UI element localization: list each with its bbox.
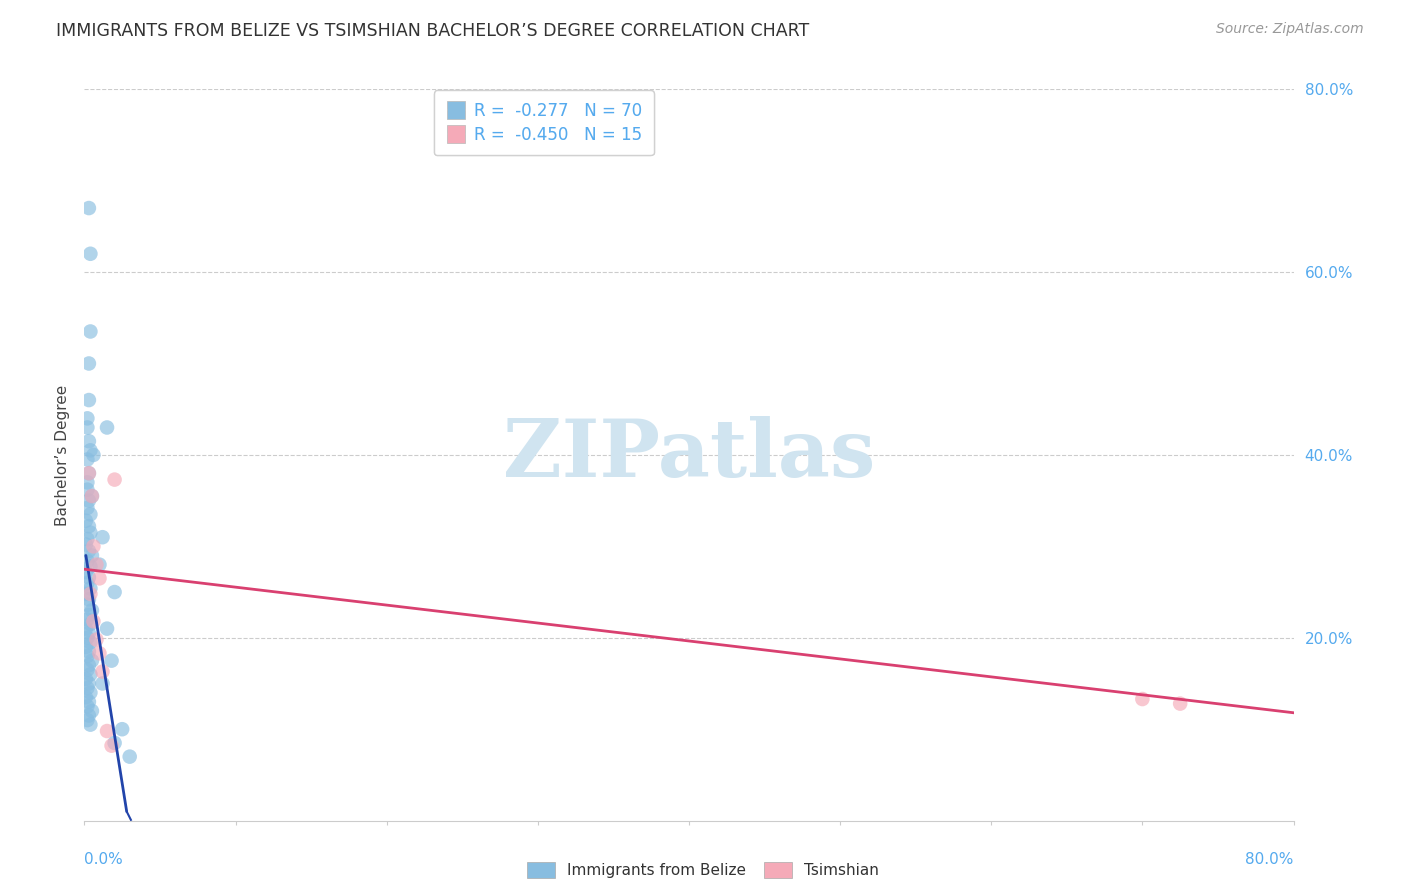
Y-axis label: Bachelor’s Degree: Bachelor’s Degree	[55, 384, 70, 525]
Point	[96, 724, 118, 739]
Point	[100, 654, 122, 668]
Point	[79, 717, 101, 731]
Point	[77, 708, 100, 723]
Point	[76, 500, 98, 515]
Point	[76, 649, 98, 664]
Text: 80.0%: 80.0%	[1246, 852, 1294, 867]
Point	[111, 723, 134, 737]
Point	[76, 420, 98, 434]
Point	[104, 585, 127, 599]
Legend: R =  -0.277   N = 70, R =  -0.450   N = 15: R = -0.277 N = 70, R = -0.450 N = 15	[434, 90, 654, 155]
Point	[82, 448, 104, 462]
Point	[80, 549, 103, 563]
Point	[76, 576, 98, 591]
Point	[76, 613, 98, 627]
Point	[79, 685, 101, 699]
Point	[75, 640, 97, 654]
Point	[77, 434, 100, 449]
Point	[104, 473, 127, 487]
Point	[77, 592, 100, 607]
Point	[77, 466, 100, 480]
Point	[76, 475, 98, 490]
Point	[76, 699, 98, 714]
Point	[79, 246, 101, 260]
Point	[80, 603, 103, 617]
Point	[79, 525, 101, 540]
Point	[79, 587, 101, 601]
Point	[76, 532, 98, 546]
Point	[91, 530, 114, 544]
Point	[76, 483, 98, 497]
Point	[79, 617, 101, 632]
Point	[96, 622, 118, 636]
Point	[75, 672, 97, 686]
Legend: Immigrants from Belize, Tsimshian: Immigrants from Belize, Tsimshian	[522, 856, 884, 884]
Point	[77, 676, 100, 690]
Point	[79, 325, 101, 339]
Point	[89, 646, 111, 660]
Point	[75, 587, 97, 601]
Point	[76, 681, 98, 695]
Point	[77, 466, 100, 480]
Point	[77, 695, 100, 709]
Point	[82, 615, 104, 629]
Point	[96, 420, 118, 434]
Point	[75, 537, 97, 551]
Point	[79, 667, 101, 681]
Text: ZIPatlas: ZIPatlas	[503, 416, 875, 494]
Point	[76, 713, 98, 727]
Point	[77, 544, 100, 558]
Point	[91, 676, 114, 690]
Text: 0.0%: 0.0%	[84, 852, 124, 867]
Point	[91, 665, 114, 679]
Point	[79, 582, 101, 596]
Point	[75, 622, 97, 636]
Point	[104, 736, 127, 750]
Point	[77, 493, 100, 508]
Point	[79, 443, 101, 458]
Point	[77, 570, 100, 584]
Point	[89, 571, 111, 585]
Point	[79, 508, 101, 522]
Point	[79, 559, 101, 574]
Point	[75, 690, 97, 705]
Point	[82, 539, 104, 553]
Point	[77, 658, 100, 673]
Point	[80, 489, 103, 503]
Point	[1130, 692, 1153, 706]
Point	[80, 654, 103, 668]
Point	[79, 635, 101, 649]
Point	[77, 607, 100, 622]
Point	[75, 514, 97, 528]
Point	[77, 519, 100, 533]
Text: Source: ZipAtlas.com: Source: ZipAtlas.com	[1216, 22, 1364, 37]
Point	[77, 626, 100, 640]
Text: IMMIGRANTS FROM BELIZE VS TSIMSHIAN BACHELOR’S DEGREE CORRELATION CHART: IMMIGRANTS FROM BELIZE VS TSIMSHIAN BACH…	[56, 22, 810, 40]
Point	[76, 554, 98, 568]
Point	[86, 558, 108, 572]
Point	[77, 356, 100, 371]
Point	[77, 392, 100, 407]
Point	[77, 644, 100, 658]
Point	[100, 739, 122, 753]
Point	[76, 452, 98, 467]
Point	[118, 749, 141, 764]
Point	[76, 598, 98, 612]
Point	[89, 558, 111, 572]
Point	[1168, 697, 1191, 711]
Point	[75, 565, 97, 579]
Point	[76, 411, 98, 425]
Point	[80, 704, 103, 718]
Point	[76, 631, 98, 645]
Point	[77, 201, 100, 215]
Point	[76, 663, 98, 677]
Point	[86, 632, 108, 647]
Point	[80, 489, 103, 503]
